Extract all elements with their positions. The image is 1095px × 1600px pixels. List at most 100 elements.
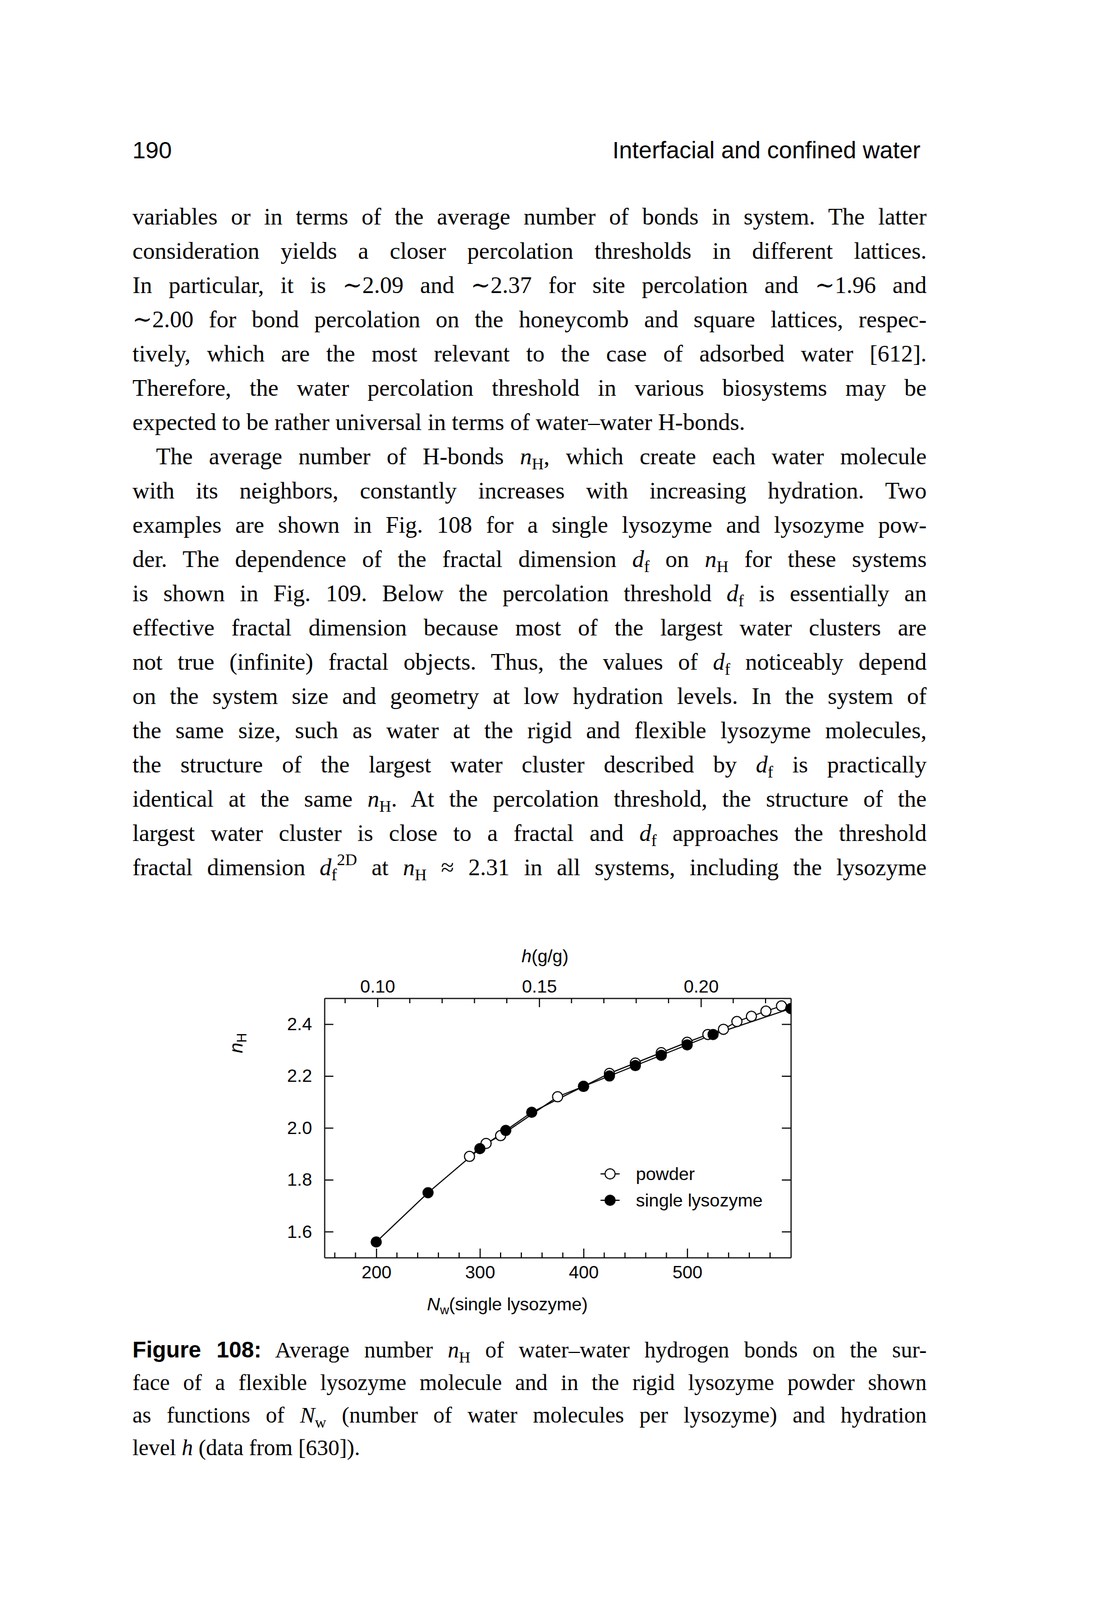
marker	[370, 1236, 382, 1247]
axis	[781, 998, 792, 1258]
text-run: Average number	[261, 1336, 448, 1363]
tick-mark	[781, 1230, 791, 1232]
text-run: f	[651, 831, 657, 850]
body-line: on the system size and geometry at low h…	[132, 683, 927, 709]
body-line: largest water cluster is close to a frac…	[132, 819, 927, 850]
text-run: n	[447, 1336, 460, 1363]
text-run: on the system size and geometry at low h…	[132, 683, 927, 709]
marker	[681, 1039, 693, 1050]
tick: 0.20	[683, 976, 719, 1007]
page-number: 190	[132, 136, 172, 164]
minor-tick	[667, 997, 670, 1003]
body-line: is shown in Fig. 109. Below the percolat…	[132, 580, 927, 610]
marker	[630, 1060, 641, 1071]
minor-tick	[707, 1252, 709, 1258]
marker	[464, 1151, 475, 1162]
marker	[776, 1000, 787, 1011]
text-run: (data from [630]).	[193, 1434, 361, 1460]
minor-tick	[635, 997, 638, 1003]
chart: 2003004005000.100.150.201.61.82.02.22.4N…	[225, 945, 796, 1317]
tick: 200	[361, 1248, 392, 1282]
marker	[604, 1070, 615, 1081]
tick-mark	[781, 1179, 791, 1181]
minor-tick	[396, 1252, 398, 1258]
text-run: N	[427, 1293, 441, 1314]
tick-mark	[324, 1023, 334, 1025]
text-run: 2D	[336, 850, 357, 869]
tick: 1.8	[287, 1169, 334, 1190]
marker	[718, 1023, 729, 1034]
text-run: for these systems	[728, 546, 927, 572]
text-run: . At the percolation threshold, the stru…	[391, 785, 927, 812]
tick: 0.10	[360, 976, 396, 1007]
tick-mark	[479, 1248, 481, 1258]
tick-mark	[700, 997, 702, 1007]
text-run: as functions of	[132, 1402, 300, 1428]
body-line: examples are shown in Fig. 108 for a sin…	[132, 511, 927, 538]
tick-label: 400	[568, 1261, 599, 1282]
marker	[578, 1080, 589, 1092]
y-axis-title: nH	[225, 1032, 250, 1053]
caption-label: Figure 108:	[132, 1336, 262, 1362]
x2-axis-title: h(g/g)	[521, 945, 569, 966]
tick	[781, 1075, 791, 1077]
text-run: n	[367, 785, 380, 812]
body-line: identical at the same nH. At the percola…	[132, 785, 927, 815]
minor-tick	[644, 1252, 646, 1258]
text-run: of water–water hydrogen bonds on the sur…	[470, 1336, 927, 1363]
tick: 1.6	[287, 1221, 334, 1242]
marker	[474, 1143, 485, 1154]
text-run: the same size, such as water at the rigi…	[132, 717, 927, 744]
text-run: d	[712, 648, 726, 675]
marker	[656, 1050, 667, 1061]
minor-tick	[764, 997, 767, 1003]
text-run: f	[767, 762, 774, 781]
marker	[578, 1080, 589, 1092]
tick: 2.4	[287, 1013, 334, 1034]
text-run: Therefore, the water percolation thresho…	[132, 374, 927, 401]
text-run: not true (infinite) fractal objects. Thu…	[132, 648, 713, 676]
text-run: consideration yields a closer percolatio…	[132, 237, 927, 264]
legend-label: powder	[635, 1163, 695, 1184]
minor-tick	[473, 997, 475, 1003]
marker	[746, 1010, 757, 1021]
tick: 300	[465, 1248, 496, 1282]
text-run: n	[402, 854, 415, 881]
tick-mark	[324, 1075, 334, 1077]
minor-tick	[333, 1252, 336, 1258]
tick-mark	[686, 1248, 689, 1258]
text-run: n	[520, 443, 533, 470]
text-run: identical at the same	[132, 785, 368, 812]
tick-mark	[538, 997, 540, 1007]
legend-label: single lysozyme	[635, 1189, 763, 1211]
minor-tick	[562, 1252, 564, 1258]
text-run: (g/g)	[531, 945, 569, 966]
tick-mark	[781, 1023, 791, 1025]
text-run: fractal dimension	[132, 854, 320, 881]
text-run: largest water cluster is close to a frac…	[132, 819, 640, 846]
text-run: h	[521, 945, 532, 966]
text-run: H	[379, 796, 392, 815]
text-run: n	[225, 1042, 247, 1053]
text-run: noticeably depend	[730, 648, 927, 675]
tick-label: 1.8	[287, 1169, 313, 1190]
tick-mark	[324, 1230, 334, 1232]
text-run: n	[704, 546, 717, 572]
minor-tick	[500, 1252, 502, 1258]
tick-mark	[781, 1127, 791, 1129]
page: 190Interfacial and confined watervariabl…	[0, 0, 1095, 1600]
marker	[552, 1091, 563, 1102]
tick	[781, 1179, 791, 1180]
tick-mark	[324, 1127, 334, 1129]
tick-label: 200	[361, 1261, 392, 1282]
marker	[423, 1187, 434, 1198]
caption-line: as functions of Nw (number of water mole…	[132, 1402, 927, 1431]
minor-tick	[458, 1252, 460, 1258]
tick	[781, 1231, 791, 1232]
minor-tick	[417, 1252, 419, 1258]
text-run: effective fractal dimension because most…	[132, 614, 927, 641]
text-run: der. The dependence of the fractal dimen…	[132, 546, 633, 572]
text-run: In particular, it is ∼2.09 and ∼2.37 for…	[132, 272, 927, 299]
text-run: variables or in terms of the average num…	[132, 203, 927, 230]
text-run: The average number of H-bonds	[156, 443, 521, 470]
